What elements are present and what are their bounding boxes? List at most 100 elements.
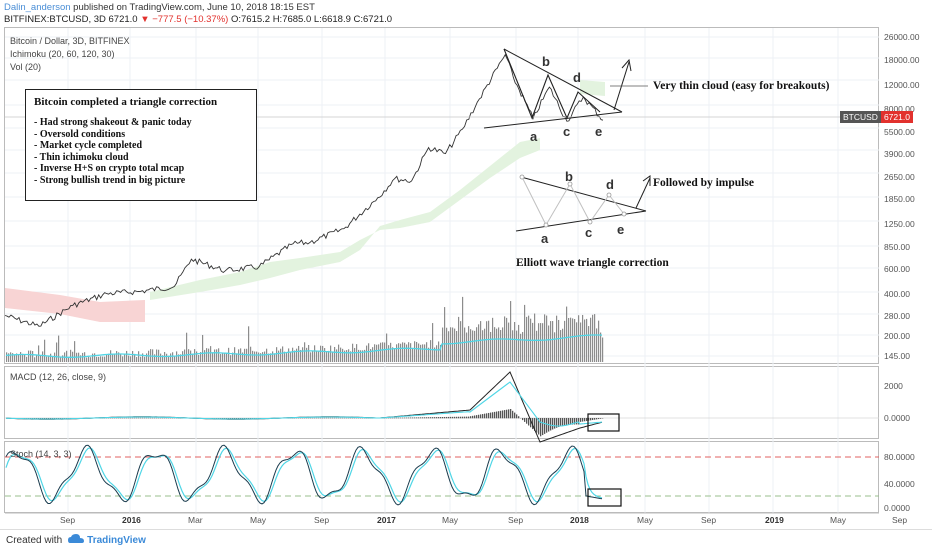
ichimoku-label: Ichimoku (20, 60, 120, 30)	[10, 49, 115, 59]
macd-histogram-bar	[236, 418, 238, 419]
volume-bar	[414, 341, 416, 362]
macd-histogram-bar	[46, 418, 48, 419]
macd-histogram-bar	[400, 417, 402, 419]
volume-bar	[142, 353, 144, 362]
volume-bar	[294, 350, 296, 362]
volume-bar	[6, 352, 8, 362]
volume-label: Vol (20)	[10, 62, 42, 72]
macd-histogram-bar	[544, 418, 546, 434]
volume-bar	[282, 346, 284, 362]
macd-histogram-bar	[502, 410, 504, 419]
triangle-title: Elliott wave triangle correction	[516, 257, 669, 269]
volume-bar	[122, 356, 124, 362]
volume-bar	[372, 347, 374, 362]
macd-histogram-bar	[558, 418, 560, 428]
volume-bar	[494, 327, 496, 362]
volume-bar	[140, 356, 142, 362]
macd-histogram-bar	[468, 416, 470, 419]
volume-bar	[394, 348, 396, 362]
macd-histogram-bar	[56, 418, 58, 419]
volume-bar	[428, 347, 430, 362]
wave-label-a: a	[530, 129, 538, 144]
volume-bar	[384, 342, 386, 362]
volume-bar	[200, 352, 202, 362]
stoch-k-line	[5, 444, 603, 506]
wave-label-c: c	[563, 124, 571, 139]
macd-histogram-bar	[340, 417, 342, 419]
macd-histogram-bar	[578, 418, 580, 425]
volume-bar	[348, 349, 350, 362]
volume-bar	[510, 301, 512, 362]
volume-bar	[532, 322, 534, 362]
volume-bar	[54, 352, 56, 362]
volume-bar	[44, 339, 46, 362]
volume-bar	[306, 347, 308, 362]
volume-bar	[518, 324, 520, 362]
volume-bar	[326, 351, 328, 362]
macd-histogram-bar	[580, 418, 582, 422]
macd-histogram-bar	[592, 418, 594, 421]
macd-histogram-bar	[496, 411, 498, 419]
volume-bar	[446, 327, 448, 362]
volume-bar	[204, 350, 206, 362]
macd-histogram-bar	[414, 417, 416, 419]
volume-bar	[280, 348, 282, 362]
macd-histogram-bar	[396, 417, 398, 419]
volume-bar	[188, 349, 190, 362]
macd-histogram-bar	[240, 418, 242, 419]
volume-bar	[344, 350, 346, 362]
volume-bar	[448, 331, 450, 362]
author-link[interactable]: Dalin_anderson	[4, 2, 71, 13]
price-axis-tick: 12000.00	[884, 79, 920, 90]
volume-bar	[376, 344, 378, 362]
volume-bar	[276, 347, 278, 362]
volume-bar	[136, 357, 138, 362]
volume-bar	[226, 353, 228, 362]
time-axis-tick: 2017	[377, 515, 396, 525]
footer-created-with: Created with	[6, 534, 63, 546]
schematic-nodes	[519, 174, 627, 228]
volume-bar	[66, 350, 68, 362]
macd-histogram-bar	[434, 417, 436, 419]
price-axis-tick: 280.00	[884, 310, 910, 321]
volume-bar	[38, 345, 40, 362]
volume-bar	[220, 354, 222, 362]
macd-label: MACD (12, 26, close, 9)	[10, 372, 107, 382]
macd-histogram-bar	[332, 417, 334, 419]
macd-histogram-bar	[42, 418, 44, 419]
macd-histogram-bar	[140, 417, 142, 419]
macd-histogram-bar	[144, 417, 146, 419]
macd-histogram-bar	[232, 418, 234, 419]
volume-bar	[190, 350, 192, 362]
volume-bar	[198, 354, 200, 362]
volume-bar	[362, 350, 364, 362]
macd-histogram-bar	[562, 418, 564, 426]
volume-bar	[456, 330, 458, 362]
volume-bar	[520, 333, 522, 362]
tradingview-logo[interactable]: TradingView	[68, 534, 146, 546]
volume-bar	[564, 320, 566, 362]
volume-bar	[548, 325, 550, 362]
macd-histogram-bar	[506, 409, 508, 419]
volume-bar	[210, 346, 212, 362]
volume-bar	[266, 348, 268, 362]
volume-bar	[74, 341, 76, 362]
volume-bar	[30, 350, 32, 362]
volume-bar	[270, 353, 272, 362]
volume-bar	[62, 355, 64, 362]
macd-histogram-bar	[568, 418, 570, 425]
macd-histogram-bar	[330, 417, 332, 419]
volume-bar	[324, 348, 326, 362]
volume-bar	[214, 349, 216, 362]
volume-bar	[486, 321, 488, 362]
macd-histogram-bar	[406, 417, 408, 419]
volume-bar	[106, 354, 108, 362]
macd-histogram-bar	[596, 418, 598, 420]
macd-histogram-bar	[404, 417, 406, 419]
publish-info: published on TradingView.com, June 10, 2…	[70, 2, 315, 13]
volume-bar	[182, 351, 184, 362]
volume-bar	[512, 330, 514, 362]
volume-bar	[572, 318, 574, 362]
stoch-axis-tick: 80.0000	[884, 452, 915, 462]
volume-bar	[560, 330, 562, 362]
